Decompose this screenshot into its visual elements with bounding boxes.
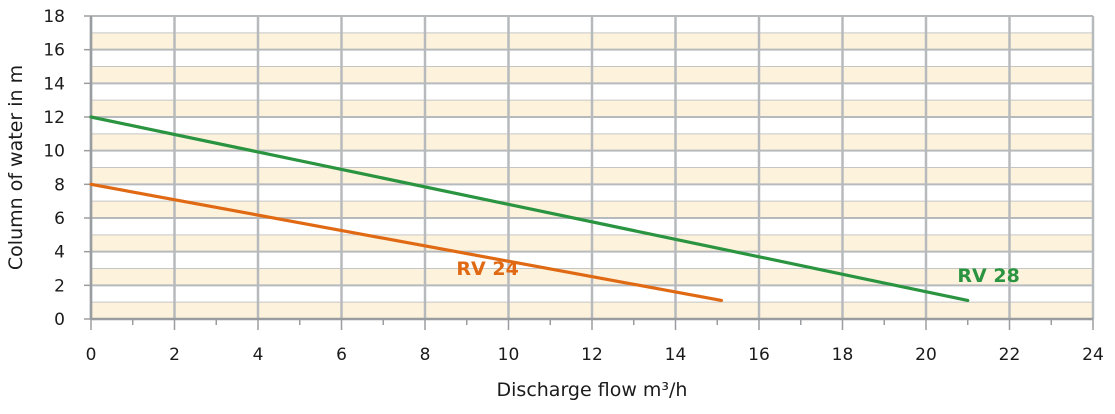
y-tick-label: 16 xyxy=(43,41,65,61)
x-tick-label: 2 xyxy=(169,345,180,365)
y-tick-label: 2 xyxy=(54,276,65,296)
x-tick-label: 4 xyxy=(253,345,264,365)
x-tick-label: 22 xyxy=(999,345,1021,365)
y-axis-title: Column of water in m xyxy=(5,65,27,270)
data-series xyxy=(89,115,970,303)
series-line-rv-28 xyxy=(89,115,970,303)
x-axis-title: Discharge flow m³/h xyxy=(497,379,688,401)
x-tick-label: 0 xyxy=(86,345,97,365)
x-tick-label: 8 xyxy=(420,345,431,365)
series-label-rv-28: RV 28 xyxy=(957,265,1019,287)
y-tick-label: 8 xyxy=(54,175,65,195)
y-tick-label: 14 xyxy=(43,74,65,94)
y-tick-label: 18 xyxy=(43,7,65,27)
x-tick-label: 14 xyxy=(665,345,687,365)
x-tick-label: 10 xyxy=(498,345,520,365)
x-tick-label: 24 xyxy=(1082,345,1104,365)
y-tick-label: 10 xyxy=(43,142,65,162)
x-tick-label: 6 xyxy=(336,345,347,365)
y-tick-label: 6 xyxy=(54,209,65,229)
grid-lines xyxy=(89,15,1095,320)
x-tick-label: 18 xyxy=(832,345,854,365)
y-tick-label: 12 xyxy=(43,108,65,128)
x-tick-label: 16 xyxy=(748,345,770,365)
x-tick-label: 20 xyxy=(915,345,937,365)
x-tick-label: 12 xyxy=(581,345,603,365)
axes xyxy=(84,15,1094,330)
y-tick-label: 0 xyxy=(54,310,65,330)
series-line-rv-24 xyxy=(89,182,724,303)
y-tick-label: 4 xyxy=(54,243,65,263)
series-label-rv-24: RV 24 xyxy=(456,258,518,280)
